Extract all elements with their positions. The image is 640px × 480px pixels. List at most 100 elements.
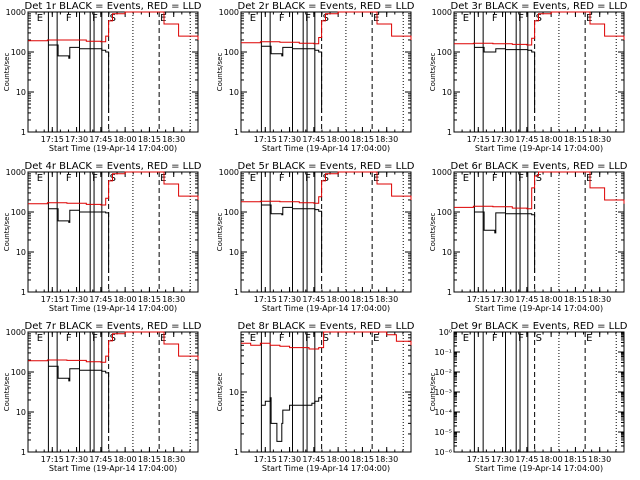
y-tick-label: 100 [437,48,452,57]
plot-frame [240,11,412,133]
x-tick-label: 17:45 [89,295,112,304]
y-tick-label: 1 [21,448,26,457]
x-tick-label: 17:15 [254,295,277,304]
x-tick-label: 18:30 [162,135,185,144]
y-tick-label: 100 [224,208,239,217]
x-tick-label: 18:15 [351,135,374,144]
panel-4: Det 4r BLACK = Events, RED = LLD Counts/s… [3,161,202,313]
x-tick-label: 17:30 [491,295,514,304]
flag-label: E [250,173,256,184]
x-tick-label: 17:30 [491,455,514,464]
events-series-line [261,204,323,273]
flag-label: E [373,333,379,344]
panel-7: Det 7r BLACK = Events, RED = LLD Counts/s… [3,321,202,473]
events-series-line [261,394,323,442]
y-tick-label: 1 [234,448,239,457]
flag-label: E [160,333,166,344]
flag-label: F [518,13,524,24]
x-tick-label: 18:15 [564,135,587,144]
y-tick-label: 10⁻³ [434,388,452,397]
x-axis-label: Start Time (19-Apr-14 17:04:00) [475,144,603,153]
y-tick-label: 1000 [219,168,239,177]
panel-8: Det 8r BLACK = Events, RED = LLD Counts/s… [216,321,415,473]
x-tick-label: 18:15 [564,295,587,304]
flag-label: F [305,13,311,24]
x-tick-label: 17:15 [254,455,277,464]
panel-2: Det 2r BLACK = Events, RED = LLD Counts/s… [216,1,415,153]
y-tick-label: 1000 [219,8,239,17]
plot-frame [453,171,625,293]
panel-title: Det 1r BLACK = Events, RED = LLD [25,1,202,12]
flag-label: S [536,333,542,344]
flag-label: E [586,173,592,184]
x-tick-label: 18:00 [540,135,563,144]
flag-label: F [305,173,311,184]
y-tick-label: 10⁻¹ [434,348,452,357]
x-axis-label: Start Time (19-Apr-14 17:04:00) [262,464,390,473]
panel-3: Det 3r BLACK = Events, RED = LLD Counts/s… [429,1,628,153]
y-tick-label: 1000 [6,8,26,17]
x-tick-label: 17:45 [302,295,325,304]
flag-label: F [518,333,524,344]
x-tick-label: 18:30 [588,455,611,464]
x-tick-label: 18:30 [588,295,611,304]
flag-label: E [37,173,43,184]
flag-label: F [66,333,72,344]
panel-title: Det 5r BLACK = Events, RED = LLD [238,161,415,172]
y-axis-label: Counts/sec [3,213,11,252]
flag-label: F [66,13,72,24]
x-tick-label: 17:15 [467,295,490,304]
panel-title: Det 7r BLACK = Events, RED = LLD [25,321,202,332]
flag-label: E [373,173,379,184]
y-tick-label: 10 [16,408,26,417]
x-tick-label: 17:15 [41,135,64,144]
flag-label: E [373,13,379,24]
lld-series-line [454,171,625,210]
x-tick-label: 17:30 [278,135,301,144]
lld-series-line [241,331,412,350]
lld-series-line [28,331,199,363]
y-tick-label: 1 [234,288,239,297]
x-tick-label: 17:15 [467,135,490,144]
x-axis-label: Start Time (19-Apr-14 17:04:00) [49,464,177,473]
x-tick-label: 18:00 [540,295,563,304]
x-tick-label: 17:30 [65,455,88,464]
x-tick-label: 17:45 [89,455,112,464]
x-axis-label: Start Time (19-Apr-14 17:04:00) [49,304,177,313]
flag-label: F [66,173,72,184]
panel-title: Det 4r BLACK = Events, RED = LLD [25,161,202,172]
y-tick-label: 1 [234,128,239,137]
panel-title: Det 2r BLACK = Events, RED = LLD [238,1,415,12]
panel-6: Det 6r BLACK = Events, RED = LLD Counts/s… [429,161,628,313]
x-tick-label: 18:30 [375,295,398,304]
x-tick-label: 18:30 [375,135,398,144]
flag-label: F [492,13,498,24]
x-tick-label: 17:30 [278,295,301,304]
y-tick-label: 10 [442,88,452,97]
flag-label: F [518,173,524,184]
lld-series-line [28,171,199,206]
flag-label: E [586,13,592,24]
x-axis-label: Start Time (19-Apr-14 17:04:00) [49,144,177,153]
x-tick-label: 18:15 [351,295,374,304]
x-axis-label: Start Time (19-Apr-14 17:04:00) [262,144,390,153]
x-tick-label: 18:15 [564,455,587,464]
panel-title: Det 8r BLACK = Events, RED = LLD [238,321,415,332]
x-axis-label: Start Time (19-Apr-14 17:04:00) [262,304,390,313]
x-tick-label: 18:00 [114,295,137,304]
x-tick-label: 18:15 [138,455,161,464]
flag-label: F [279,333,285,344]
plot-frame [27,11,199,133]
flag-label: F [92,333,98,344]
flag-label: S [536,173,542,184]
x-tick-label: 17:15 [467,455,490,464]
events-series-line [261,45,323,113]
y-tick-label: 100 [437,208,452,217]
y-axis-label: Counts/sec [3,53,11,92]
y-tick-label: 10 [229,88,239,97]
y-tick-label: 10⁻⁴ [434,408,452,417]
flag-label: E [463,173,469,184]
x-axis-label: Start Time (19-Apr-14 17:04:00) [475,464,603,473]
x-tick-label: 17:15 [254,135,277,144]
